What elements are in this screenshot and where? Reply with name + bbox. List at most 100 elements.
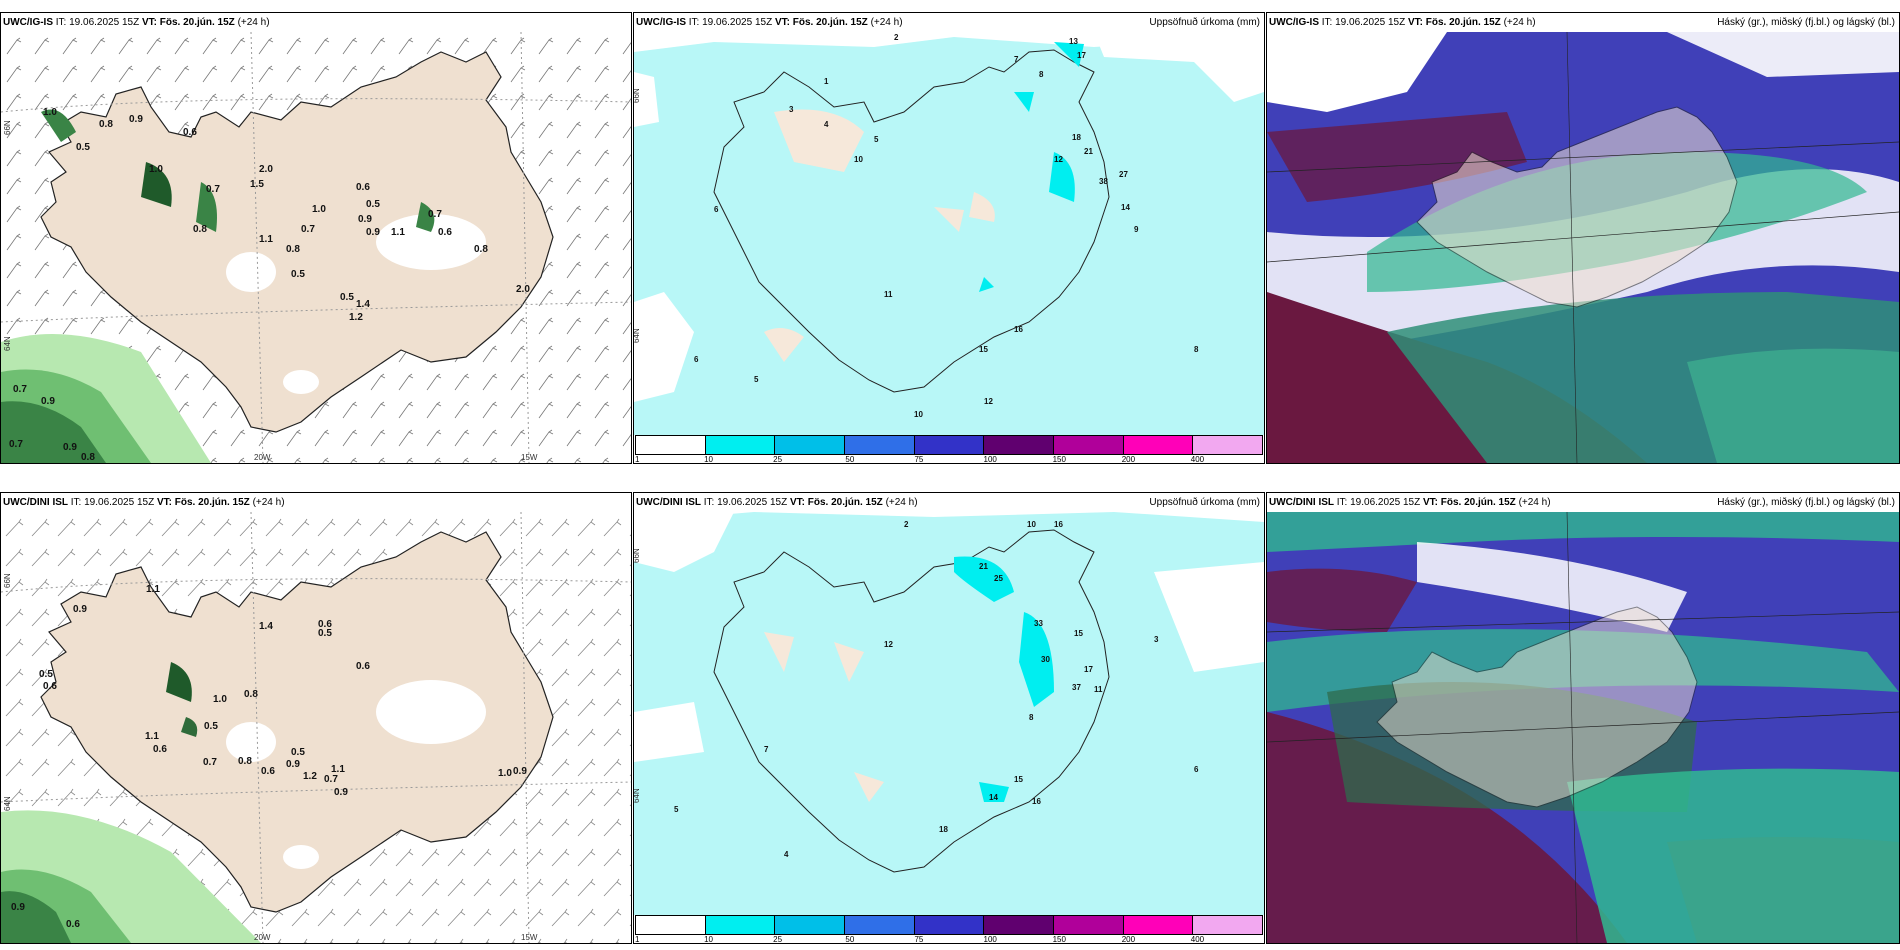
lat-label: 64N <box>633 328 641 343</box>
value-label: 7 <box>764 745 769 754</box>
value-label: 1.0 <box>213 694 227 705</box>
value-label: 0.9 <box>11 902 25 913</box>
map-area: 2 7 8 13 17 1 3 4 5 10 12 21 18 27 38 14… <box>634 32 1264 463</box>
value-label: 0.6 <box>66 919 80 930</box>
value-label: 1 <box>824 77 829 86</box>
precip-title: Uppsöfnuð úrkoma (mm) <box>1149 17 1260 28</box>
value-label: 8 <box>1029 713 1034 722</box>
value-label: 14 <box>1121 203 1130 212</box>
legend-ticks: 1 10 25 50 75 100 150 200 400 <box>635 455 1263 464</box>
value-label: 10 <box>854 155 863 164</box>
value-label: 0.9 <box>286 759 300 770</box>
value-label: 1.0 <box>498 768 512 779</box>
model-name: UWC/IG-IS <box>3 17 53 28</box>
value-label: 10 <box>1027 520 1036 529</box>
value-label: 0.7 <box>301 224 315 235</box>
panel-top-left-lowcloud: UWC/IG-IS IT: 19.06.2025 15Z VT: Fös. 20… <box>0 12 632 464</box>
value-label: 0.9 <box>63 442 77 453</box>
value-label: 14 <box>989 793 998 802</box>
value-label: 0.7 <box>206 184 220 195</box>
lat-label: 66N <box>3 120 12 135</box>
panel-bottom-mid-precip: UWC/DINI ISL IT: 19.06.2025 15Z VT: Fös.… <box>633 492 1265 944</box>
value-label: 13 <box>1069 37 1078 46</box>
value-label: 5 <box>874 135 879 144</box>
model-name: UWC/DINI ISL <box>3 497 68 508</box>
value-label: 0.6 <box>438 227 452 238</box>
value-label: 0.9 <box>513 766 527 777</box>
legend-swatch <box>1054 436 1124 454</box>
value-label: 7 <box>1014 55 1019 64</box>
value-label: 1.0 <box>312 204 326 215</box>
value-label: 6 <box>714 205 719 214</box>
value-label: 0.5 <box>366 199 380 210</box>
value-label: 33 <box>1034 619 1043 628</box>
value-label: 8 <box>1194 345 1199 354</box>
panel-header: UWC/DINI ISL IT: 19.06.2025 15Z VT: Fös.… <box>1267 493 1899 512</box>
valid-time: Fös. 20.jún. 15Z <box>807 497 883 508</box>
value-label: 0.6 <box>153 744 167 755</box>
value-label: 30 <box>1041 655 1050 664</box>
precip-legend: 1 10 25 50 75 100 150 200 400 <box>635 435 1263 463</box>
value-label: 5 <box>674 805 679 814</box>
legend-swatch <box>984 436 1055 454</box>
value-label: 0.7 <box>428 209 442 220</box>
value-label: 1.1 <box>259 234 273 245</box>
value-label: 0.5 <box>291 269 305 280</box>
lat-label: 64N <box>3 336 12 351</box>
lat-label: 66N <box>633 88 641 103</box>
forecast-step: (+24 h) <box>1503 17 1536 28</box>
value-label: 0.8 <box>193 224 207 235</box>
legend-swatch <box>1193 916 1263 934</box>
vt-label: VT: <box>141 17 157 28</box>
valid-time: Fös. 20.jún. 15Z <box>1425 17 1501 28</box>
model-name: UWC/IG-IS <box>1269 17 1319 28</box>
legend-tick: 150 <box>1052 455 1066 464</box>
map-area: 1.0 0.8 0.9 0.6 1.0 0.7 0.5 1.5 0.8 2.0 … <box>1 32 631 463</box>
legend-tick: 400 <box>1190 935 1205 944</box>
value-label: 0.5 <box>76 142 90 153</box>
value-label: 0.5 <box>39 669 53 680</box>
value-label: 0.6 <box>43 681 57 692</box>
legend-tick: 75 <box>914 935 924 944</box>
legend-tick: 100 <box>983 935 997 944</box>
vt-label: VT: <box>156 497 172 508</box>
value-label: 11 <box>884 290 893 299</box>
legend-swatch <box>1123 916 1194 934</box>
value-label: 5 <box>754 375 759 384</box>
vt-label: VT: <box>1422 497 1438 508</box>
lon-label: 20W <box>254 933 271 942</box>
value-label: 0.9 <box>366 227 380 238</box>
value-label: 0.9 <box>129 114 143 125</box>
panel-header: UWC/IG-IS IT: 19.06.2025 15Z VT: Fös. 20… <box>1 13 631 32</box>
legend-tick: 200 <box>1121 935 1136 944</box>
legend-tick: 50 <box>845 935 855 944</box>
legend-tick: 1 <box>635 455 640 464</box>
cloud-title: Háský (gr.), miðský (fj.bl.) og lágský (… <box>1717 497 1895 508</box>
value-label: 1.1 <box>391 227 405 238</box>
legend-tick: 25 <box>773 935 783 944</box>
vt-label: VT: <box>774 17 790 28</box>
init-time: IT: 19.06.2025 15Z <box>688 17 773 28</box>
value-label: 0.9 <box>358 214 372 225</box>
value-label: 27 <box>1119 170 1128 179</box>
value-label: 0.7 <box>13 384 27 395</box>
value-label: 0.6 <box>356 182 370 193</box>
model-name: UWC/DINI ISL <box>1269 497 1334 508</box>
legend-swatch <box>636 436 706 454</box>
model-name: UWC/DINI ISL <box>636 497 701 508</box>
value-label: 12 <box>1054 155 1063 164</box>
forecast-step: (+24 h) <box>870 17 903 28</box>
legend-swatch <box>705 436 776 454</box>
cloud-title: Háský (gr.), miðský (fj.bl.) og lágský (… <box>1717 17 1895 28</box>
value-label: 11 <box>1094 685 1103 694</box>
vt-label: VT: <box>1407 17 1423 28</box>
precip-legend: 1 10 25 50 75 100 150 200 400 <box>635 915 1263 943</box>
value-label: 15 <box>1074 629 1083 638</box>
value-label: 18 <box>1072 133 1081 142</box>
value-label: 0.9 <box>41 396 55 407</box>
legend-swatch <box>636 916 706 934</box>
value-label: 38 <box>1099 177 1108 186</box>
legend-swatch <box>914 916 985 934</box>
legend-tick: 200 <box>1121 455 1136 464</box>
vt-label: VT: <box>789 497 805 508</box>
